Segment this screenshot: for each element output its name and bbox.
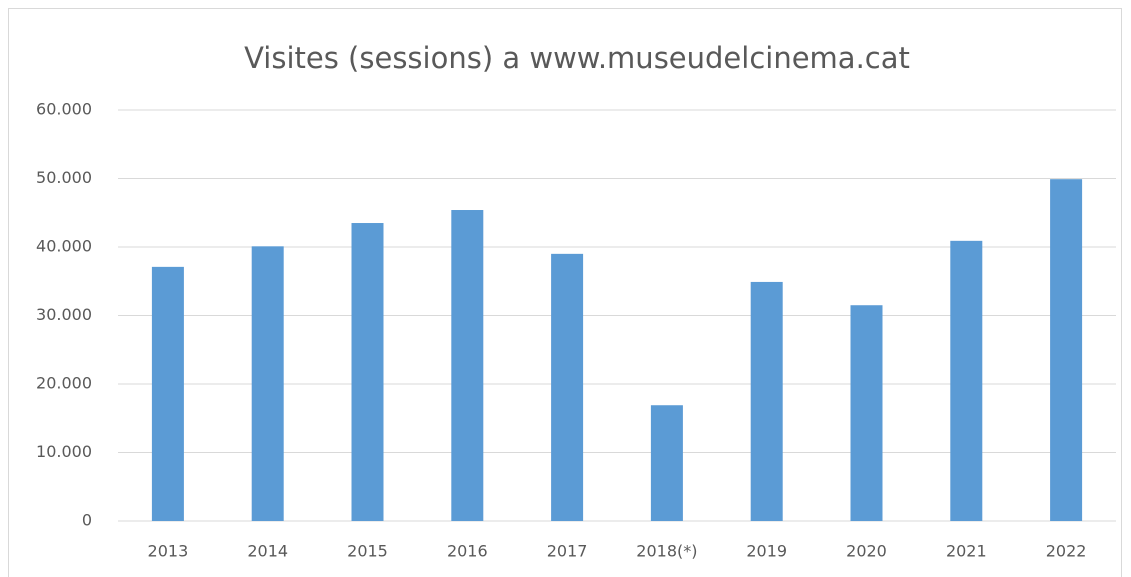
y-tick-label: 20.000 (36, 374, 92, 393)
x-tick-label: 2017 (547, 542, 588, 561)
y-tick-label: 60.000 (36, 100, 92, 119)
bar (950, 240, 983, 521)
y-tick-label: 0 (82, 511, 92, 530)
y-tick-label: 30.000 (36, 305, 92, 324)
chart-title: Visites (sessions) a www.museudelcinema.… (244, 41, 910, 75)
bar (1050, 179, 1083, 521)
bar (850, 305, 883, 521)
x-tick-label: 2014 (247, 542, 288, 561)
bar (351, 223, 384, 521)
y-tick-label: 50.000 (36, 168, 92, 187)
bar (151, 266, 184, 521)
x-tick-label: 2022 (1046, 542, 1087, 561)
y-tick-label: 40.000 (36, 237, 92, 256)
bar (551, 253, 584, 521)
y-tick-label: 10.000 (36, 442, 92, 461)
x-tick-label: 2021 (946, 542, 987, 561)
bar (251, 246, 284, 521)
x-tick-label: 2019 (746, 542, 787, 561)
x-tick-label: 2016 (447, 542, 488, 561)
bar (650, 405, 683, 521)
x-tick-label: 2015 (347, 542, 388, 561)
x-tick-label: 2013 (148, 542, 189, 561)
x-tick-label: 2018(*) (636, 542, 697, 561)
bar (451, 210, 484, 521)
x-tick-label: 2020 (846, 542, 887, 561)
bar (750, 281, 783, 521)
